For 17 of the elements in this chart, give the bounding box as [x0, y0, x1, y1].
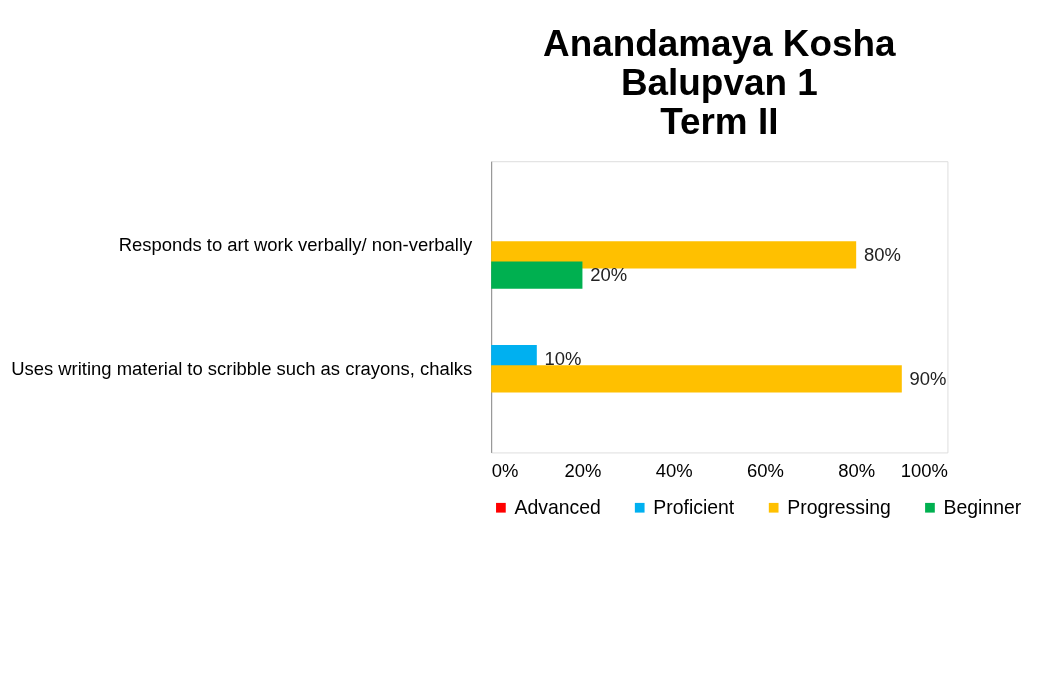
x-tick-label: 80%: [838, 460, 876, 482]
x-tick-label: 100%: [900, 460, 948, 482]
legend-label: Proficient: [653, 495, 735, 518]
data-label: 20%: [590, 263, 628, 285]
x-tick-label: 60%: [746, 460, 784, 482]
legend-label: Progressing: [787, 495, 891, 518]
legend-label: Advanced: [514, 495, 601, 518]
y-tick-label: Uses writing material to scribble such as crayons, chalks: [11, 357, 473, 379]
data-label: 90%: [909, 367, 947, 389]
x-tick-label: 20%: [564, 460, 602, 482]
text: Anandamaya Kosha: [543, 23, 896, 65]
y-tick-label: Responds to art work verbally/ non-verbally: [118, 233, 474, 255]
legend-label: Beginner: [943, 495, 1022, 518]
data-label: 80%: [863, 243, 901, 265]
x-tick-label: 0%: [491, 460, 519, 482]
data-label: 10%: [544, 347, 582, 369]
x-tick-label: 40%: [655, 460, 693, 482]
